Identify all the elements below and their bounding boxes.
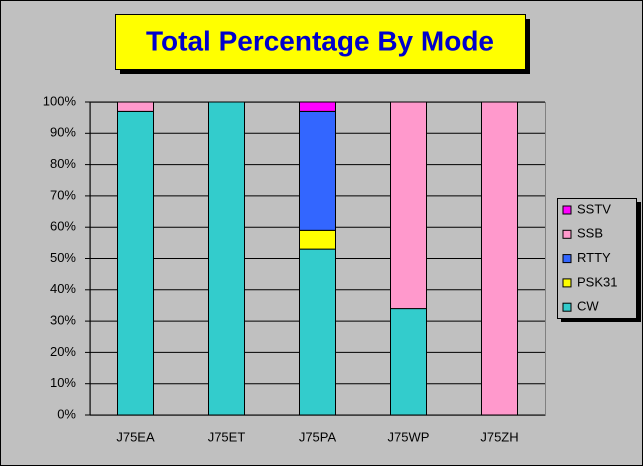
- bar-segment: [208, 101, 245, 416]
- x-tick-label: J75EA: [116, 429, 155, 444]
- y-tick-label: 10%: [50, 375, 76, 390]
- y-tick-label: 0%: [57, 406, 76, 421]
- bar-segment: [390, 308, 427, 416]
- legend-label: RTTY: [577, 250, 611, 265]
- y-tick-label: 40%: [50, 281, 76, 296]
- x-tick-label: J75PA: [299, 429, 337, 444]
- bar-segment: [299, 248, 336, 416]
- y-tick-label: 50%: [50, 250, 76, 265]
- y-tick-label: 60%: [50, 219, 76, 234]
- legend-label: SSTV: [577, 201, 611, 216]
- legend-swatch: [562, 229, 572, 239]
- y-tick-label: 90%: [50, 125, 76, 140]
- bar-segment: [117, 110, 154, 416]
- legend-label: SSB: [577, 226, 603, 241]
- legend-swatch: [562, 278, 572, 288]
- bar-segment: [299, 110, 336, 231]
- legend-swatch: [562, 254, 572, 264]
- bar-segment: [299, 101, 336, 112]
- chart-title: Total Percentage By Mode: [146, 25, 494, 56]
- legend-swatch: [562, 205, 572, 215]
- y-tick-label: 80%: [50, 156, 76, 171]
- legend-swatch: [562, 302, 572, 312]
- bar-segment: [117, 101, 154, 112]
- y-tick-label: 100%: [43, 93, 77, 108]
- x-tick-label: J75ZH: [480, 429, 518, 444]
- bar-segment: [481, 101, 518, 416]
- y-tick-label: 30%: [50, 313, 76, 328]
- y-tick-label: 70%: [50, 187, 76, 202]
- bar-segment: [390, 101, 427, 310]
- title-box: [115, 14, 526, 70]
- x-tick-label: J75WP: [388, 429, 430, 444]
- legend-label: CW: [577, 299, 599, 314]
- y-tick-label: 20%: [50, 344, 76, 359]
- bar-segment: [299, 229, 336, 250]
- x-tick-label: J75ET: [208, 429, 246, 444]
- legend-label: PSK31: [577, 274, 617, 289]
